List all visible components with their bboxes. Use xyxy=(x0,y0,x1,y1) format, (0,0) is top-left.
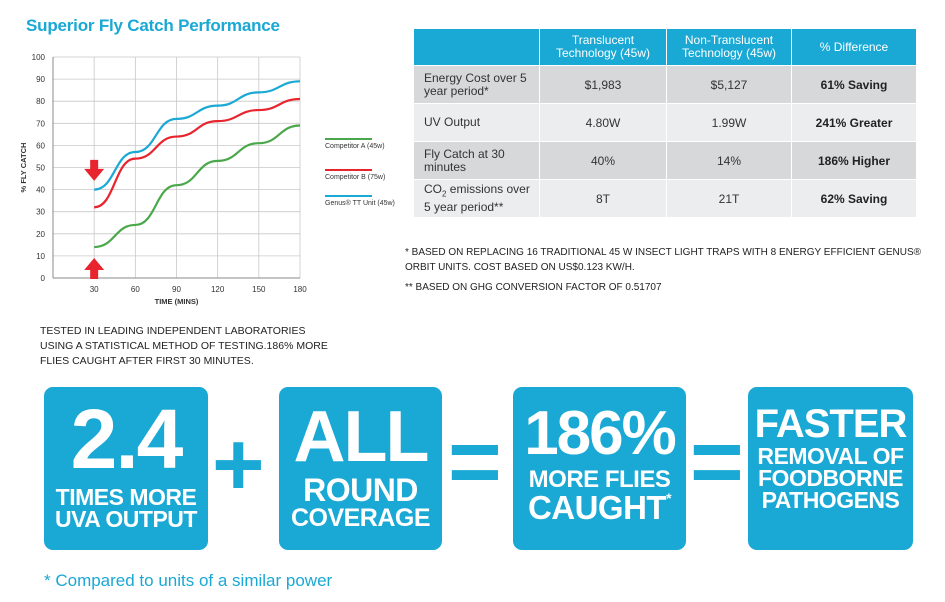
x-tick-label: 90 xyxy=(172,285,181,294)
arrow-down-icon xyxy=(84,159,105,181)
y-tick-label: 0 xyxy=(41,274,46,283)
series-line-0 xyxy=(94,124,301,249)
row-label: CO2 emissions over 5 year period** xyxy=(414,180,539,217)
footnotes: * BASED ON REPLACING 16 TRADITIONAL 45 W… xyxy=(405,245,925,300)
y-tick-label: 30 xyxy=(36,208,45,217)
y-tick-label: 10 xyxy=(36,252,45,261)
footnote-1: * BASED ON REPLACING 16 TRADITIONAL 45 W… xyxy=(405,247,922,273)
non-translucent-value: 14% xyxy=(667,142,791,179)
tile-uva-number: 2.4 xyxy=(70,392,184,486)
translucent-value: 4.80W xyxy=(540,104,666,141)
tile-all-line1: ROUND xyxy=(303,472,418,508)
row-label: Energy Cost over 5 year period* xyxy=(414,66,539,103)
comparison-table: Translucent Technology (45w) Non-Translu… xyxy=(413,28,917,218)
tile-pathogens: FASTER REMOVAL OF FOODBORNE PATHOGENS xyxy=(748,387,913,550)
legend-label: Competitor B (75w) xyxy=(325,174,385,181)
difference-value: 186% Higher xyxy=(792,142,916,179)
tile-pathogens-line3: FOODBORNE xyxy=(758,464,904,491)
tile-all-line2: COVERAGE xyxy=(290,504,431,533)
table-row: Energy Cost over 5 year period* $1,983 $… xyxy=(414,66,916,103)
non-translucent-value: $5,127 xyxy=(667,66,791,103)
difference-value: 61% Saving xyxy=(792,66,916,103)
difference-value: 241% Greater xyxy=(792,104,916,141)
table-row: UV Output 4.80W 1.99W 241% Greater xyxy=(414,104,916,141)
y-tick-label: 80 xyxy=(36,97,45,106)
table-header-non-translucent: Non-Translucent Technology (45w) xyxy=(667,29,791,65)
y-tick-label: 60 xyxy=(36,141,45,150)
non-translucent-value: 21T xyxy=(667,180,791,217)
co2-suffix: emissions over 5 year period** xyxy=(424,182,530,214)
co2-prefix: CO xyxy=(424,182,442,197)
tile-all-round: ALL ROUND COVERAGE xyxy=(279,387,442,550)
x-tick-label: 120 xyxy=(211,285,225,294)
x-tick-label: 180 xyxy=(293,285,307,294)
y-tick-label: 50 xyxy=(36,164,45,173)
series-line-2 xyxy=(94,80,301,191)
equals-sign-2: = xyxy=(690,411,744,513)
tile-uva-output: 2.4 TIMES MORE UVA OUTPUT xyxy=(44,387,208,550)
table-row: CO2 emissions over 5 year period** 8T 21… xyxy=(414,180,916,217)
table-header-translucent: Translucent Technology (45w) xyxy=(540,29,666,65)
plus-sign: + xyxy=(212,415,265,515)
co2-subscript: 2 xyxy=(442,189,447,199)
x-tick-label: 60 xyxy=(131,285,140,294)
series-line-1 xyxy=(93,97,301,209)
table-header-empty xyxy=(414,29,539,65)
table-header-difference: % Difference xyxy=(792,29,916,65)
footnote-2: ** BASED ON GHG CONVERSION FACTOR OF 0.5… xyxy=(405,282,662,293)
difference-value: 62% Saving xyxy=(792,180,916,217)
legend-label: Genus® TT Unit (45w) xyxy=(325,199,395,207)
chart-title: Superior Fly Catch Performance xyxy=(26,16,280,35)
tile-flies-percent: 186% xyxy=(524,399,677,468)
non-translucent-value: 1.99W xyxy=(667,104,791,141)
tile-pathogens-line2: REMOVAL OF xyxy=(757,443,904,469)
tile-flies-asterisk: * xyxy=(666,489,672,506)
arrow-up-icon xyxy=(84,257,105,279)
equals-sign-1: = xyxy=(448,411,502,513)
translucent-value: 8T xyxy=(540,180,666,217)
tile-flies-line1: MORE FLIES xyxy=(528,466,671,493)
x-tick-label: 150 xyxy=(252,285,266,294)
y-tick-label: 40 xyxy=(36,186,45,195)
row-label: UV Output xyxy=(414,104,539,141)
tile-uva-line2: UVA OUTPUT xyxy=(55,505,197,532)
translucent-value: $1,983 xyxy=(540,66,666,103)
y-tick-label: 20 xyxy=(36,230,45,239)
tile-pathogens-line1: FASTER xyxy=(754,402,908,446)
x-tick-label: 30 xyxy=(90,285,99,294)
legend-label: Competitor A (45w) xyxy=(325,143,385,150)
translucent-value: 40% xyxy=(540,142,666,179)
fly-catch-chart: 0 10 20 30 40 50 60 70 80 90 100 30 60 90 120 150 180 TIM… xyxy=(19,53,395,306)
tile-pathogens-line4: PATHOGENS xyxy=(761,486,900,513)
y-axis-label: % FLY CATCH xyxy=(19,143,28,193)
tile-all-word: ALL xyxy=(293,397,430,477)
y-tick-label: 90 xyxy=(36,75,45,84)
x-axis-label: TIME (MINS) xyxy=(155,297,199,306)
y-tick-label: 100 xyxy=(32,53,46,62)
y-tick-label: 70 xyxy=(36,119,45,128)
tile-flies-caught: 186% MORE FLIES CAUGHT* xyxy=(513,387,686,550)
tile-flies-line2: CAUGHT xyxy=(527,488,667,526)
chart-note: TESTED IN LEADING INDEPENDENT LABORATORI… xyxy=(40,325,328,367)
table-header-row: Translucent Technology (45w) Non-Translu… xyxy=(414,29,916,65)
row-label: Fly Catch at 30 minutes xyxy=(414,142,539,179)
bottom-note: * Compared to units of a similar power xyxy=(44,571,333,590)
tile-flies-line2-wrap: CAUGHT* xyxy=(513,488,686,526)
tile-uva-line1: TIMES MORE xyxy=(55,484,197,510)
table-row: Fly Catch at 30 minutes 40% 14% 186% Hig… xyxy=(414,142,916,179)
